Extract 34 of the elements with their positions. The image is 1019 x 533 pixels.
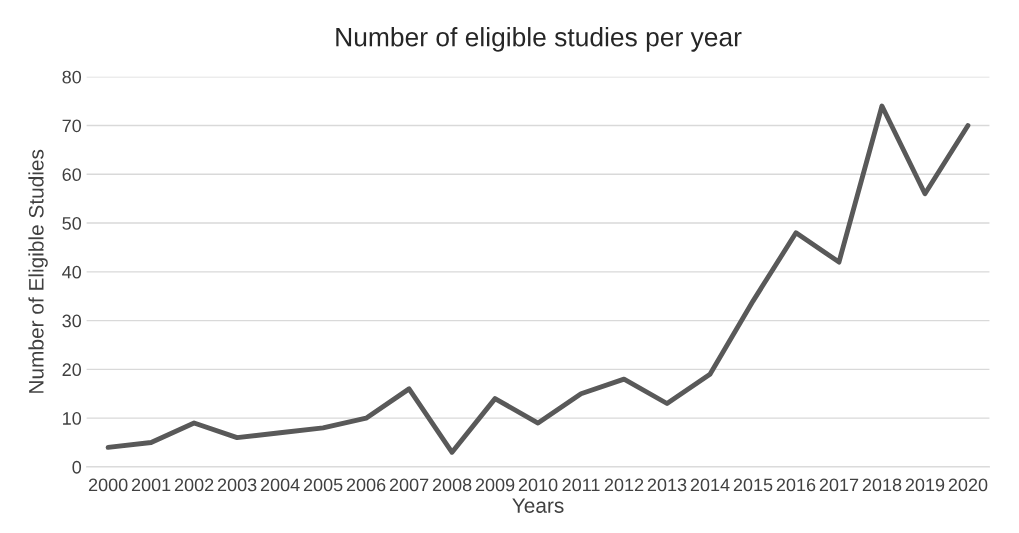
- x-tick-label: 2011: [562, 478, 600, 492]
- y-tick-label: 80: [62, 70, 82, 84]
- x-tick-label: 2001: [131, 478, 171, 492]
- x-tick-label: 2013: [647, 478, 687, 492]
- x-tick-label: 2008: [432, 478, 472, 492]
- line-series: [105, 103, 971, 455]
- chart-title: Number of eligible studies per year: [336, 27, 742, 52]
- y-tick-label: 20: [62, 363, 82, 377]
- x-tick-label: 2006: [346, 478, 386, 492]
- x-tick-label: 2019: [905, 478, 945, 492]
- x-tick-label: 2005: [303, 478, 343, 492]
- x-tick-label: 2003: [217, 478, 257, 492]
- x-tick-label: 2004: [260, 478, 300, 492]
- x-tick-label: 2015: [733, 478, 773, 492]
- y-tick-label: 30: [62, 314, 82, 328]
- x-tick-label: 2012: [604, 478, 644, 492]
- y-axis-title: Number of Eligible Studies: [28, 149, 48, 393]
- y-tick-label: 60: [62, 168, 82, 182]
- x-tick-label: 2002: [174, 478, 214, 492]
- x-tick-label: 2018: [862, 478, 902, 492]
- x-tick-label: 2014: [690, 478, 730, 492]
- x-tick-label: 2020: [948, 478, 988, 492]
- y-tick-label: 70: [62, 119, 82, 133]
- x-tick-label: 2016: [776, 478, 816, 492]
- x-tick-label: 2010: [518, 478, 558, 492]
- y-tick-label: 10: [63, 412, 82, 425]
- x-tick-label: 2009: [475, 478, 515, 492]
- x-tick-label: 2000: [88, 478, 128, 492]
- y-tick-label: 50: [62, 216, 82, 230]
- y-tick-label: 40: [62, 265, 82, 279]
- x-tick-label: 2007: [389, 478, 429, 492]
- x-axis-title: Years: [512, 498, 564, 513]
- x-tick-label: 2017: [819, 478, 859, 492]
- y-tick-label: 0: [72, 460, 82, 474]
